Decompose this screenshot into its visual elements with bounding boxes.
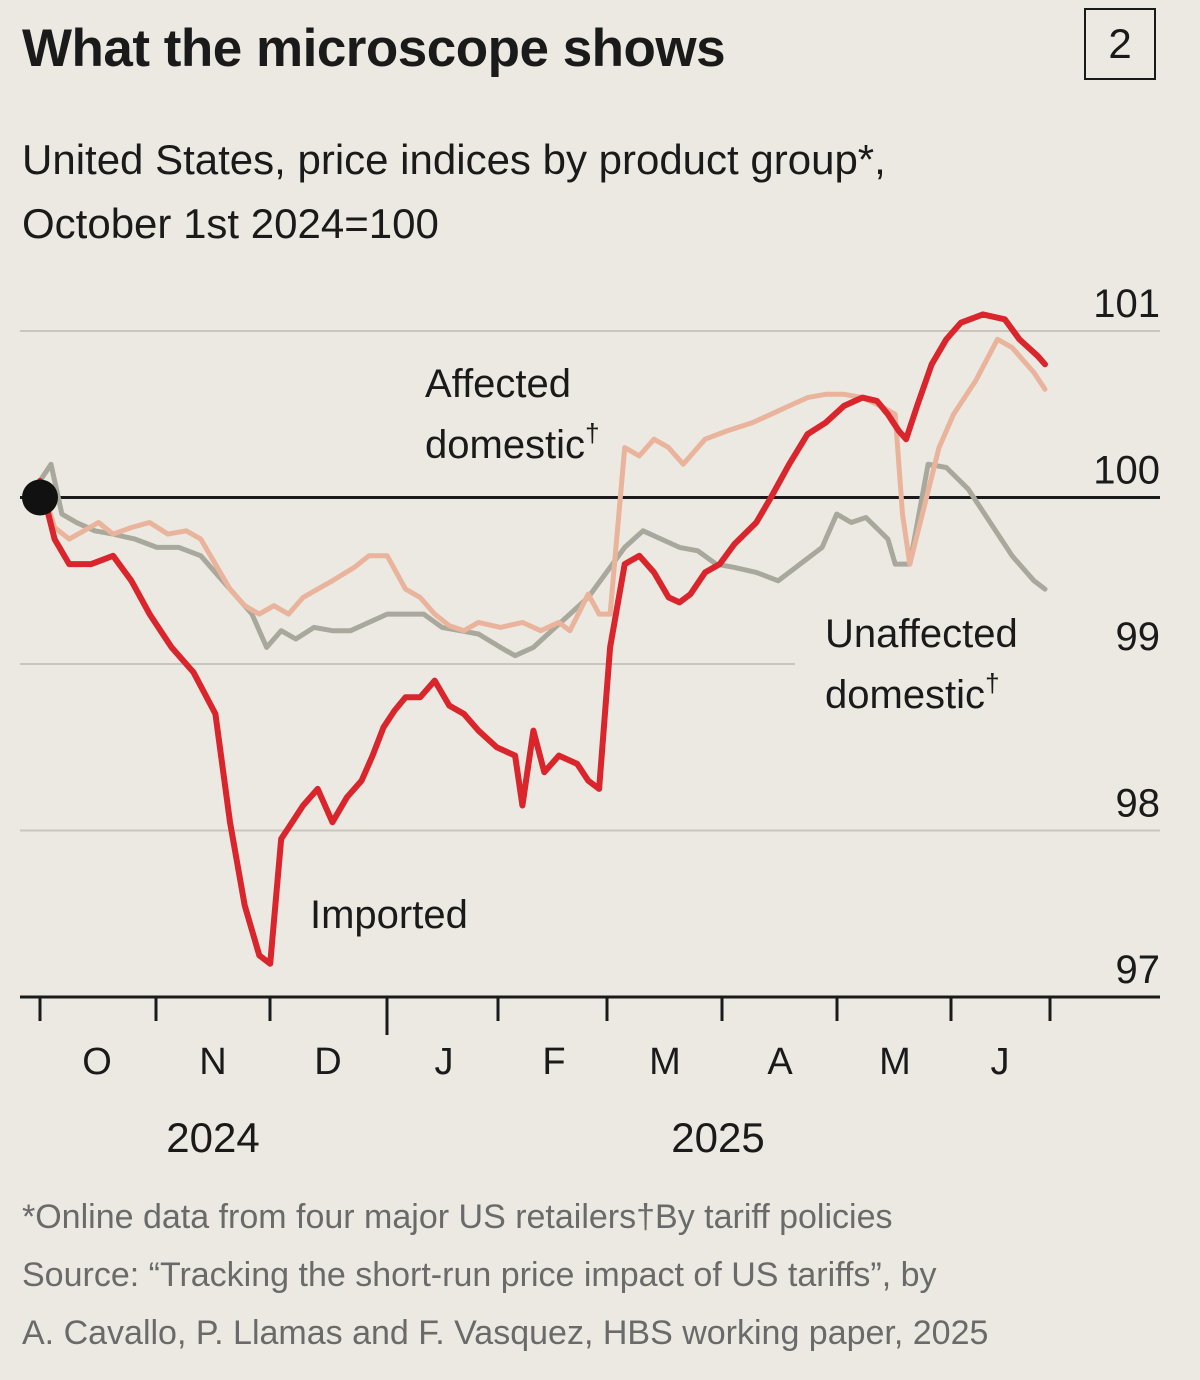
source-line-2: A. Cavallo, P. Llamas and F. Vasquez, HB… bbox=[22, 1314, 989, 1352]
subtitle-line-1: United States, price indices by product … bbox=[22, 136, 886, 183]
x-axis: O N D J F M A M J 2024 2025 bbox=[20, 995, 1160, 1161]
x-month-label-3: J bbox=[435, 1041, 454, 1083]
x-year-label-2025: 2025 bbox=[671, 1114, 764, 1161]
chart-number-badge: 2 bbox=[1084, 8, 1156, 80]
x-month-label-8: J bbox=[991, 1041, 1010, 1083]
footnotes-row: *Online data from four major US retailer… bbox=[22, 1188, 988, 1246]
label-affected-line-1: Affected bbox=[425, 362, 571, 406]
label-unaffected-line-1: Unaffected bbox=[825, 612, 1018, 656]
label-unaffected-line-2: domestic† bbox=[825, 668, 1000, 717]
chart-title: What the microscope shows bbox=[22, 19, 726, 78]
chart-subtitle: United States, price indices by product … bbox=[22, 128, 886, 256]
source-line-1: Source: “Tracking the short-run price im… bbox=[22, 1256, 937, 1294]
x-month-label-4: F bbox=[542, 1041, 565, 1083]
x-year-label-2024: 2024 bbox=[166, 1114, 259, 1161]
x-month-label-2: D bbox=[314, 1041, 341, 1083]
label-affected-word: domestic bbox=[425, 423, 585, 467]
y-tick-label-98: 98 bbox=[1116, 782, 1161, 826]
x-month-label-7: M bbox=[879, 1041, 911, 1083]
series-line-imported bbox=[37, 311, 1048, 967]
series-line-affected bbox=[37, 336, 1048, 634]
x-month-label-1: N bbox=[199, 1041, 226, 1083]
x-month-label-0: O bbox=[82, 1041, 112, 1083]
x-month-label-6: A bbox=[767, 1041, 793, 1083]
subtitle-line-2: October 1st 2024=100 bbox=[22, 200, 439, 247]
footnote-dagger: †By tariff policies bbox=[636, 1198, 893, 1236]
y-tick-label-97: 97 bbox=[1116, 948, 1161, 992]
y-tick-label-101: 101 bbox=[1093, 282, 1160, 326]
label-unaffected-dagger: † bbox=[985, 668, 999, 698]
series-line-unaffected bbox=[37, 461, 1048, 659]
label-affected-line-2: domestic† bbox=[425, 418, 600, 467]
series-lines bbox=[22, 311, 1048, 967]
label-imported: Imported bbox=[310, 893, 468, 937]
y-tick-label-100: 100 bbox=[1093, 449, 1160, 493]
y-tick-label-99: 99 bbox=[1116, 615, 1161, 659]
origin-dot bbox=[22, 479, 58, 516]
label-affected-dagger: † bbox=[585, 418, 599, 448]
chart-footer: *Online data from four major US retailer… bbox=[22, 1188, 988, 1362]
footnote-star: *Online data from four major US retailer… bbox=[22, 1198, 637, 1236]
y-axis-tick-labels: 101 100 99 98 97 bbox=[1093, 282, 1160, 992]
label-unaffected-word: domestic bbox=[825, 673, 985, 717]
x-month-label-5: M bbox=[649, 1041, 681, 1083]
